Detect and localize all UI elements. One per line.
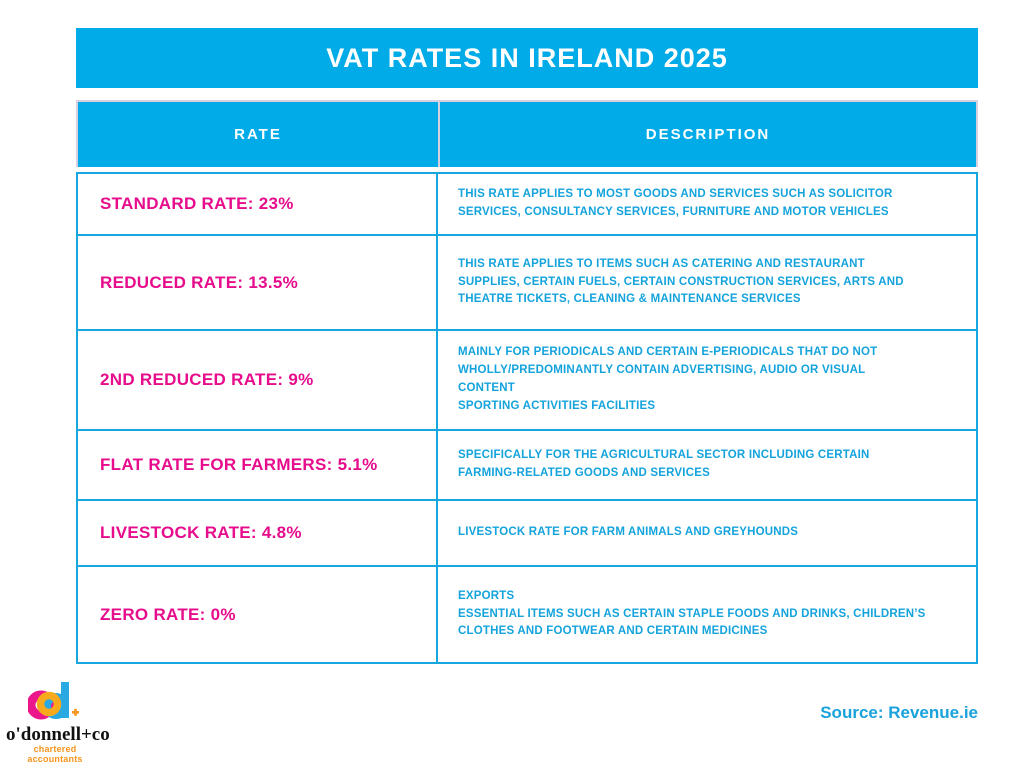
table-row: 2ND REDUCED RATE: 9% MAINLY FOR PERIODIC…	[78, 329, 976, 429]
description-cell: MAINLY FOR PERIODICALS AND CERTAIN E-PER…	[436, 331, 976, 429]
title-banner: VAT RATES IN IRELAND 2025	[76, 28, 978, 88]
vat-rates-table: RATE DESCRIPTION STANDARD RATE: 23% THIS…	[76, 100, 978, 664]
table-row: ZERO RATE: 0% EXPORTS ESSENTIAL ITEMS SU…	[78, 565, 976, 662]
table-body: STANDARD RATE: 23% THIS RATE APPLIES TO …	[76, 172, 978, 664]
column-header-description: DESCRIPTION	[438, 102, 976, 167]
table-row: REDUCED RATE: 13.5% THIS RATE APPLIES TO…	[78, 234, 976, 329]
column-header-rate: RATE	[234, 126, 282, 143]
description-cell: SPECIFICALLY FOR THE AGRICULTURAL SECTOR…	[436, 431, 976, 499]
description-cell: EXPORTS ESSENTIAL ITEMS SUCH AS CERTAIN …	[436, 567, 976, 662]
description-cell: THIS RATE APPLIES TO MOST GOODS AND SERV…	[436, 174, 976, 234]
rate-cell: 2ND REDUCED RATE: 9%	[100, 370, 314, 389]
rate-cell: REDUCED RATE: 13.5%	[100, 272, 299, 292]
table-header-row: RATE DESCRIPTION	[76, 100, 978, 167]
table-row: STANDARD RATE: 23% THIS RATE APPLIES TO …	[78, 174, 976, 234]
rate-cell: ZERO RATE: 0%	[100, 604, 236, 624]
source-attribution: Source: Revenue.ie	[820, 703, 978, 722]
odonnell-logo-icon	[28, 682, 79, 720]
table-row: FLAT RATE FOR FARMERS: 5.1% SPECIFICALLY…	[78, 429, 976, 499]
page-title: VAT RATES IN IRELAND 2025	[326, 42, 728, 73]
table-row: LIVESTOCK RATE: 4.8% LIVESTOCK RATE FOR …	[78, 499, 976, 565]
rate-cell: LIVESTOCK RATE: 4.8%	[100, 523, 302, 542]
rate-cell: FLAT RATE FOR FARMERS: 5.1%	[100, 455, 378, 474]
description-cell: LIVESTOCK RATE FOR FARM ANIMALS AND GREY…	[436, 501, 976, 565]
logo-company-name: o'donnell+co	[6, 724, 110, 745]
logo-tagline: chartered accountants	[27, 744, 83, 764]
rate-cell: STANDARD RATE: 23%	[100, 194, 294, 213]
description-cell: THIS RATE APPLIES TO ITEMS SUCH AS CATER…	[436, 236, 976, 329]
